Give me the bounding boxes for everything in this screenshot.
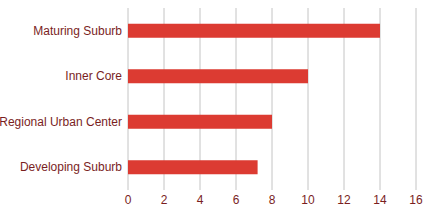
tick-label: 8 — [269, 193, 276, 207]
category-label: Maturing Suburb — [33, 24, 122, 38]
bars — [128, 24, 380, 175]
tick-label: 2 — [161, 193, 168, 207]
category-label: Regional Urban Center — [0, 115, 122, 129]
tick-label: 12 — [337, 193, 351, 207]
chart-svg: 0 2 4 6 8 10 12 14 16 Maturing Suburb Inner Core Re… — [0, 0, 446, 221]
chart: 0 2 4 6 8 10 12 14 16 Maturing Suburb Inner Core Re… — [0, 0, 446, 221]
grid-line — [416, 8, 417, 190]
bar — [128, 115, 272, 129]
tick-label: 4 — [197, 193, 204, 207]
tick-label: 10 — [301, 193, 315, 207]
category-label: Developing Suburb — [20, 160, 122, 174]
bar — [128, 69, 308, 83]
category-label: Inner Core — [65, 69, 122, 83]
bar — [128, 160, 258, 174]
tick-label: 6 — [233, 193, 240, 207]
bar — [128, 24, 380, 38]
tick-label: 14 — [373, 193, 387, 207]
tick-label: 16 — [409, 193, 423, 207]
tick-label: 0 — [125, 193, 132, 207]
